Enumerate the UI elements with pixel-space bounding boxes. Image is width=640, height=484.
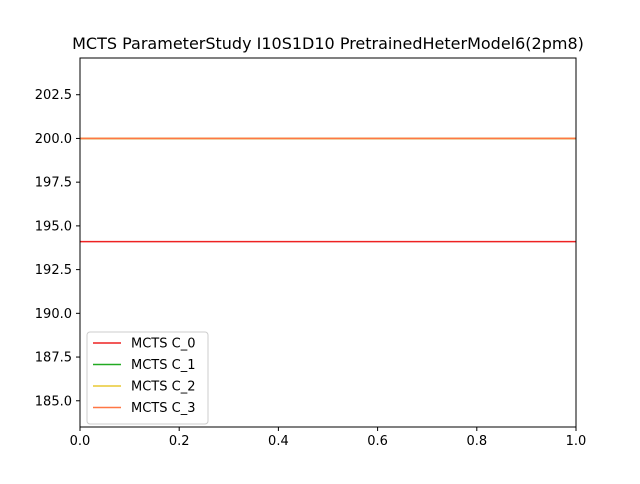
x-tick-label: 1.0 bbox=[566, 434, 587, 449]
y-tick-label: 190.0 bbox=[35, 307, 72, 322]
y-tick-label: 187.5 bbox=[35, 351, 72, 366]
y-tick-label: 200.0 bbox=[35, 132, 72, 147]
legend-label: MCTS C_3 bbox=[131, 401, 195, 416]
y-tick-label: 195.0 bbox=[35, 219, 72, 234]
axes-frame bbox=[79, 57, 577, 428]
y-tick-label: 192.5 bbox=[35, 263, 72, 278]
axes: 0.0 0.2 0.4 0.6 0.8 1.0 185.0 187.5 190.0 192.5 19… bbox=[35, 57, 587, 449]
plot-area bbox=[80, 137, 576, 243]
chart-title: MCTS ParameterStudy I10S1D10 PretrainedH… bbox=[72, 34, 584, 53]
legend-box bbox=[86, 331, 209, 425]
x-tick-label: 0.8 bbox=[466, 434, 487, 449]
y-tick-label: 197.5 bbox=[35, 176, 72, 191]
x-tick-label: 0.4 bbox=[268, 434, 289, 449]
x-tick-label: 0.2 bbox=[169, 434, 190, 449]
legend-label: MCTS C_2 bbox=[131, 380, 195, 395]
x-tick-label: 0.0 bbox=[70, 434, 91, 449]
y-tick-label: 185.0 bbox=[35, 394, 72, 409]
legend-label: MCTS C_0 bbox=[131, 337, 195, 352]
y-tick-label: 202.5 bbox=[35, 88, 72, 103]
legend-label: MCTS C_1 bbox=[131, 358, 195, 373]
x-tick-label: 0.6 bbox=[367, 434, 388, 449]
legend: MCTS C_0 MCTS C_1 MCTS C_2 MCTS C_3 bbox=[86, 331, 209, 425]
